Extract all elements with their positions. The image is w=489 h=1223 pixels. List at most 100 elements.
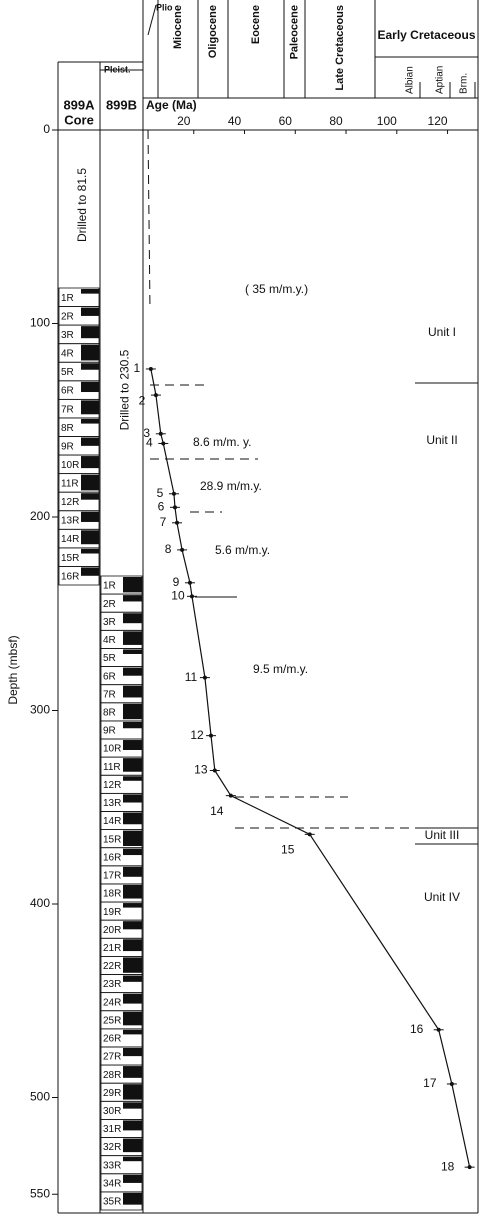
core-label: 6R	[61, 386, 74, 397]
rate-label: 9.5 m/m.y.	[253, 662, 308, 676]
datum	[202, 675, 207, 680]
datum	[158, 431, 163, 436]
hole-sub: Core	[64, 112, 94, 127]
core-label: 33R	[103, 1160, 121, 1171]
core-label: 5R	[61, 367, 74, 378]
core-label: 17R	[103, 871, 121, 882]
plio-mark	[147, 4, 157, 36]
core-label: 20R	[103, 925, 121, 936]
rate-label: 8.6 m/m. y.	[193, 435, 251, 449]
y-tick-label: 0	[43, 122, 50, 136]
y-tick-label: 500	[30, 1090, 50, 1104]
core-recovery	[123, 667, 142, 676]
y-tick-label: 300	[30, 703, 50, 717]
core-label: 4R	[61, 349, 74, 360]
datum	[212, 768, 217, 773]
datum	[307, 832, 312, 837]
core-recovery	[123, 1084, 142, 1100]
datum	[172, 505, 177, 510]
datum	[171, 491, 176, 496]
core-recovery	[123, 921, 142, 930]
core-label: 2R	[61, 311, 74, 322]
core-recovery	[81, 326, 99, 339]
core-recovery	[123, 721, 142, 729]
core-label: 15R	[103, 834, 121, 845]
hole-name: 899A	[63, 97, 95, 112]
datum	[187, 580, 192, 585]
core-label: 11R	[103, 762, 121, 773]
datum-label: 17	[423, 1076, 437, 1090]
datum	[161, 441, 166, 446]
x-tick-label: 20	[177, 114, 191, 128]
core-label: 32R	[103, 1142, 121, 1153]
core-label: 5R	[103, 653, 116, 664]
datum-label: 5	[157, 486, 164, 500]
y-tick-label: 550	[30, 1186, 50, 1200]
unit-label: Unit III	[425, 828, 460, 842]
core-label: 8R	[103, 707, 116, 718]
core-label: 1R	[61, 293, 74, 304]
core-recovery	[81, 493, 99, 500]
core-recovery	[123, 939, 142, 952]
core-recovery	[123, 685, 142, 698]
core-label: 19R	[103, 907, 121, 918]
core-recovery	[123, 866, 142, 877]
core-recovery	[123, 577, 142, 593]
core-label: 31R	[103, 1124, 121, 1135]
datum-label: 15	[281, 843, 295, 857]
rate-label: 5.6 m/m.y.	[215, 543, 270, 557]
core-recovery	[123, 1011, 142, 1026]
x-tick-label: 80	[329, 114, 343, 128]
core-recovery	[123, 884, 142, 899]
rate-label: 28.9 m/m.y.	[200, 479, 262, 493]
unit-label: Unit I	[428, 325, 456, 339]
core-recovery	[123, 1156, 142, 1162]
core-recovery	[81, 307, 99, 316]
datum	[180, 547, 185, 552]
epoch-label: Late Cretaceous	[334, 5, 346, 91]
core-recovery	[81, 511, 99, 522]
datum	[449, 1081, 454, 1086]
core-label: 12R	[103, 780, 121, 791]
core-label: 7R	[61, 404, 74, 415]
datum-label: 7	[160, 515, 167, 529]
core-label: 29R	[103, 1088, 121, 1099]
core-label: 3R	[61, 330, 74, 341]
datum-label: 4	[146, 436, 153, 450]
core-recovery	[123, 848, 142, 856]
epoch-label: Plio	[156, 2, 173, 12]
rate-label: ( 35 m/m.y.)	[245, 282, 308, 296]
core-label: 9R	[61, 441, 74, 452]
core-label: 21R	[103, 943, 121, 954]
epoch-label: Miocene	[172, 5, 184, 49]
epoch-label: Oligocene	[207, 5, 219, 58]
core-recovery	[123, 957, 142, 973]
pleistocene-label: Pleist.	[104, 64, 131, 74]
core-label: 3R	[103, 617, 116, 628]
core-label: 4R	[103, 635, 116, 646]
core-recovery	[123, 1029, 142, 1035]
core-label: 11R	[61, 479, 79, 490]
core-recovery	[123, 794, 142, 803]
core-label: 27R	[103, 1052, 121, 1063]
core-label: 18R	[103, 889, 121, 900]
core-label: 12R	[61, 497, 79, 508]
datum-label: 3	[143, 426, 150, 440]
datum-label: 1	[134, 361, 141, 375]
drilled-note: Drilled to 230.5	[118, 349, 132, 430]
core-label: 22R	[103, 961, 121, 972]
core-label: 1R	[103, 581, 116, 592]
datum	[436, 1027, 441, 1032]
y-tick-label: 200	[30, 509, 50, 523]
datum	[153, 393, 158, 398]
core-recovery	[123, 1102, 142, 1109]
core-label: 10R	[103, 744, 121, 755]
core-label: 23R	[103, 979, 121, 990]
core-label: 25R	[103, 1015, 121, 1026]
datum-label: 18	[441, 1159, 455, 1173]
core-label: 15R	[61, 553, 79, 564]
x-tick-label: 120	[428, 114, 448, 128]
core-recovery	[123, 1120, 142, 1131]
core-recovery	[81, 344, 99, 361]
core-label: 13R	[61, 516, 79, 527]
